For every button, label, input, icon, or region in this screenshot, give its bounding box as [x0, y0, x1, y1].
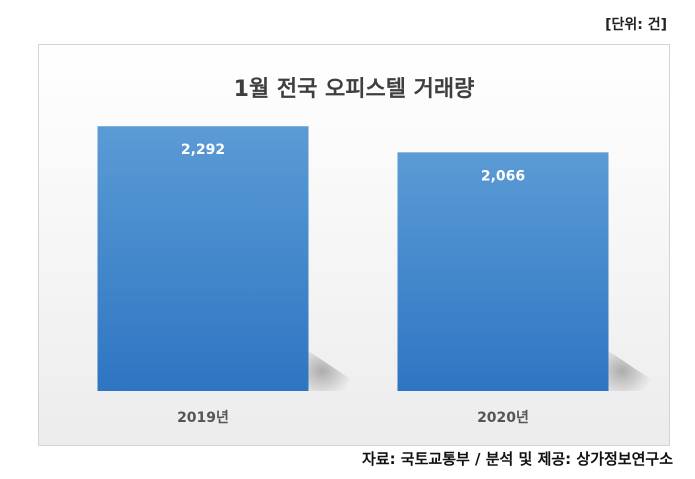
chart-title: 1월 전국 오피스텔 거래량 — [233, 77, 475, 102]
bar-shadow — [308, 351, 354, 391]
value-label: 2,066 — [481, 168, 525, 184]
bar-2020년 — [397, 152, 609, 391]
category-label: 2019년 — [177, 410, 229, 426]
bar-2019년 — [97, 126, 309, 391]
category-label: 2020년 — [477, 410, 529, 426]
source-label: 자료: 국토교통부 / 분석 및 제공: 상가정보연구소 — [361, 450, 673, 468]
chart-frame: 1월 전국 오피스텔 거래량 2,292 2019년 2,066 2020년 — [38, 44, 670, 446]
bar-shadow — [608, 351, 654, 391]
bar-chart: 2,292 2019년 2,066 2020년 — [97, 126, 654, 426]
value-label: 2,292 — [181, 142, 225, 158]
unit-label: [단위: 건] — [605, 17, 667, 33]
